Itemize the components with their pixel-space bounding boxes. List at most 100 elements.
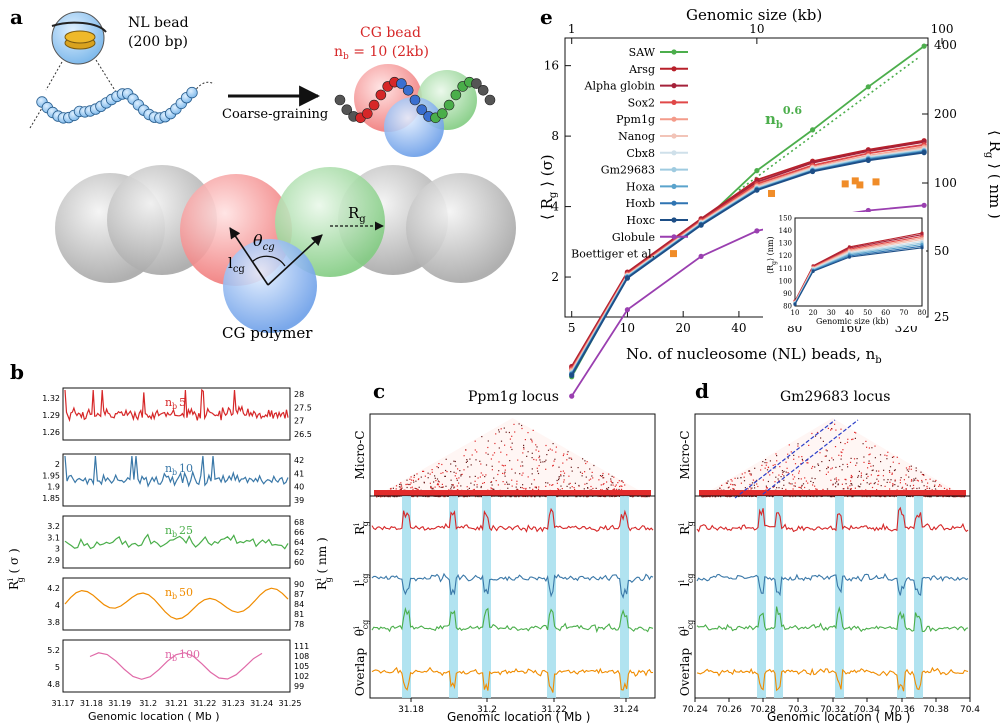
lcg-vector <box>229 227 269 286</box>
d-microc-dot <box>913 478 915 480</box>
c-microc-dot <box>395 488 397 490</box>
e-legend-label: Sox2 <box>628 96 655 109</box>
c-microc-dot <box>453 486 456 488</box>
d-microc-dot <box>816 488 818 490</box>
d-microc-dot <box>892 483 894 485</box>
d-microc-dot <box>917 480 919 482</box>
d-microc-dot <box>785 471 787 473</box>
d-microc-dot <box>894 484 896 486</box>
c-microc-dot <box>558 479 560 481</box>
c-microc-dot <box>613 496 616 498</box>
c-microc-dot <box>613 476 615 478</box>
cg-chain-bead <box>368 99 380 111</box>
c-microc-dot <box>571 458 573 460</box>
d-microc-dot <box>844 443 846 445</box>
c-microc-dot <box>560 470 562 473</box>
c-microc-dot <box>461 473 463 475</box>
c-microc-dot <box>618 488 620 491</box>
panel-b-curve <box>64 587 289 620</box>
c-microc-dot <box>579 471 582 473</box>
c-highlight-band <box>547 496 556 698</box>
d-microc-dot <box>816 431 819 434</box>
d-microc-dot <box>775 453 777 455</box>
c-microc-dot <box>552 443 554 445</box>
d-row-label-sub: g <box>686 521 695 526</box>
c-microc-dot <box>430 487 433 489</box>
c-microc-dot <box>440 472 442 474</box>
d-microc-dot <box>721 484 723 486</box>
nl-chain-tail-left <box>29 107 43 129</box>
c-microc-dot <box>591 475 593 477</box>
d-microc-dot <box>850 474 852 477</box>
d-microc-dot <box>704 496 707 498</box>
e-left-tick: 8 <box>551 129 559 143</box>
panel-b-left-tick: 1.26 <box>42 428 60 437</box>
d-microc-dot <box>912 484 915 486</box>
e-legend-dot <box>671 200 677 206</box>
e-left-tick: 4 <box>551 200 559 214</box>
e-inset-ytick: 130 <box>779 240 792 248</box>
panel-b-right-tick: 66 <box>294 528 304 537</box>
c-microc-dot <box>571 486 573 488</box>
c-microc-dot <box>506 481 508 483</box>
d-microc-dot <box>849 461 852 463</box>
c-microc-dot <box>460 485 462 487</box>
c-microc-dot <box>498 431 500 433</box>
c-microc-dot <box>535 487 537 489</box>
c-microc-dot <box>546 454 548 456</box>
panel-b-right-tick: 90 <box>294 580 304 589</box>
e-series-point <box>569 393 575 399</box>
c-microc-dot <box>501 464 503 466</box>
c-microc-dot <box>416 496 418 498</box>
d-microc-dot <box>731 484 734 486</box>
c-microc-dot <box>560 485 562 487</box>
panel-b-nb-label: n <box>165 648 172 661</box>
panel-e-letter: e <box>540 5 553 29</box>
d-microc-dot <box>750 473 752 475</box>
e-inset-ytick: 90 <box>783 290 792 298</box>
c-microc-dot <box>618 480 620 482</box>
e-inset-point <box>793 302 797 306</box>
c-microc-dot <box>620 480 622 482</box>
c-microc-dot <box>458 496 460 498</box>
e-inset-ylabel: ⟨Rg⟩ (nm) <box>766 236 778 274</box>
c-microc-dot <box>417 488 419 491</box>
c-row-label-sub: g <box>361 521 370 526</box>
d-microc-dot <box>827 471 829 473</box>
d-microc-dot <box>920 471 922 473</box>
d-microc-dot <box>910 480 912 482</box>
c-microc-dot <box>498 461 500 463</box>
d-microc-dot <box>893 456 895 458</box>
c-microc-dot <box>552 465 554 467</box>
d-microc-dot <box>884 485 886 487</box>
c-microc-dot <box>516 480 518 482</box>
d-microc-dot <box>874 445 876 447</box>
c-microc-dot <box>527 496 529 498</box>
d-microc-dot <box>826 450 828 452</box>
c-microc-dot <box>450 486 452 488</box>
c-microc-dot <box>563 475 565 477</box>
d-microc-dot <box>921 479 923 482</box>
d-microc-dot <box>769 460 771 462</box>
panel-b-right-tick: 81 <box>294 610 304 619</box>
e-legend-label: Ppm1g <box>616 113 655 126</box>
d-microc-dot <box>931 489 933 491</box>
d-microc-dot <box>857 475 860 477</box>
d-microc-dot <box>845 483 847 485</box>
c-microc-dot <box>498 447 500 449</box>
panel-b-right-tick: 111 <box>294 642 309 651</box>
e-legend-label: Globule <box>612 231 655 244</box>
c-microc-dot <box>521 427 523 430</box>
c-microc-dot <box>521 487 523 489</box>
d-microc-dot <box>825 455 827 457</box>
c-microc-dot <box>566 459 568 461</box>
c-microc-dot <box>485 464 488 466</box>
d-microc-dot <box>964 496 966 498</box>
d-microc-dot <box>750 474 752 476</box>
d-microc-dot <box>877 475 879 477</box>
d-microc-dot <box>774 467 776 469</box>
c-microc-dot <box>463 455 465 457</box>
c-microc-dot <box>453 471 455 473</box>
